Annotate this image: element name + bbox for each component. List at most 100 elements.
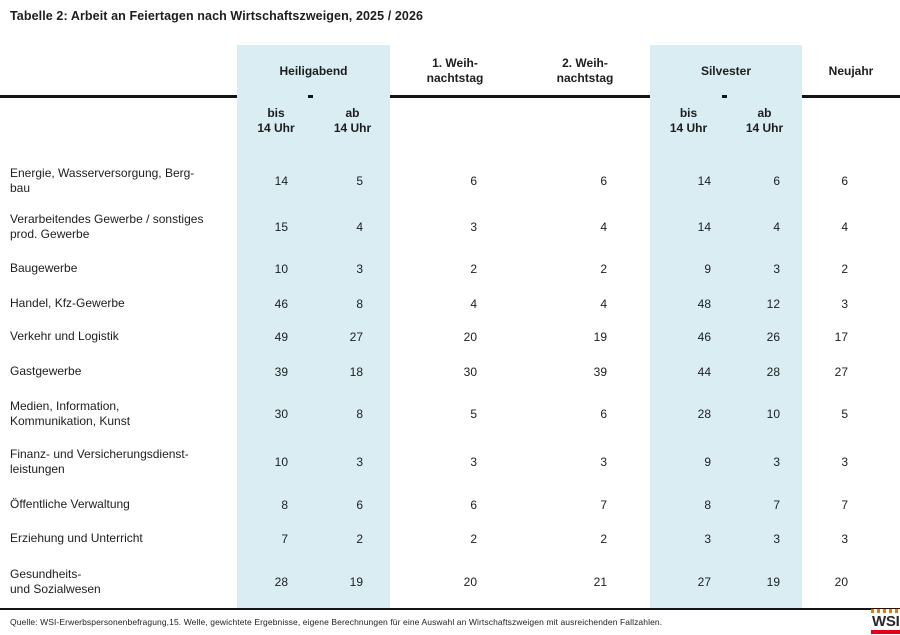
cell-value: 20 (463, 329, 477, 344)
empty-cell (390, 97, 520, 158)
cell-value: 30 (274, 406, 288, 421)
cell-value: 3 (470, 455, 477, 469)
cell-value: 39 (274, 364, 288, 379)
cell-value: 28 (274, 574, 288, 589)
cell-value: 27 (697, 574, 711, 589)
cell-value: 6 (470, 497, 477, 512)
cell-value: 3 (704, 531, 711, 546)
row-label: Medien, Information, Kommunikation, Kuns… (10, 398, 131, 428)
cell-value: 30 (463, 364, 477, 379)
row-label: Finanz- und Versicherungsdienst- leistun… (10, 447, 189, 476)
cell-value: 6 (600, 406, 607, 421)
cell-value: 3 (356, 455, 363, 469)
cell-value: 18 (349, 364, 363, 379)
rule-tick (308, 95, 313, 98)
cell-value: 17 (834, 329, 848, 344)
header-rule-segment (0, 95, 237, 98)
cell-value: 27 (834, 364, 848, 379)
cell-value: 6 (773, 173, 780, 188)
wsi-logo: WSI (871, 609, 900, 635)
holiday-work-table: Heiligabend 1. Weih- nachtstag 2. Weih- … (0, 45, 900, 608)
cell-value: 6 (356, 497, 363, 512)
cell-value: 39 (593, 364, 607, 379)
cell-value: 3 (841, 455, 848, 469)
wsi-logo-text: WSI (872, 613, 900, 630)
header-rule-segment (802, 95, 900, 98)
row-label: Verkehr und Logistik (10, 329, 119, 343)
cell-value: 26 (766, 329, 780, 344)
subheader-silvester-bis-14: bis 14 Uhr (669, 106, 708, 135)
cell-value: 8 (281, 497, 288, 512)
row-label: Baugewerbe (10, 261, 78, 275)
row-label: Gastgewerbe (10, 364, 82, 378)
header-rule-segment (390, 95, 650, 98)
highlight-band-silvester (650, 45, 802, 608)
cell-value: 10 (274, 261, 288, 276)
row-label: Handel, Kfz-Gewerbe (10, 296, 125, 310)
empty-cell (802, 97, 900, 158)
column-header-silvester: Silvester (700, 63, 752, 78)
cell-value: 46 (274, 296, 288, 311)
cell-value: 27 (349, 329, 363, 344)
cell-value: 21 (593, 574, 607, 589)
subheader-heiligabend-ab-14: ab 14 Uhr (333, 106, 372, 135)
row-label: Erziehung und Unterricht (10, 531, 143, 545)
cell-value: 3 (356, 261, 363, 276)
cell-value: 19 (593, 329, 607, 344)
cell-value: 2 (470, 261, 477, 276)
cell-value: 5 (356, 173, 363, 188)
table-bottom-rule (0, 608, 900, 610)
column-header-heiligabend: Heiligabend (279, 63, 348, 78)
cell-value: 7 (281, 531, 288, 546)
cell-value: 2 (841, 261, 848, 276)
cell-value: 4 (600, 219, 607, 234)
cell-value: 4 (356, 219, 363, 234)
wsi-logo-red-line (871, 630, 900, 634)
cell-value: 3 (841, 531, 848, 546)
column-header-1-weihnachtstag: 1. Weih- nachtstag (426, 56, 484, 85)
cell-value: 3 (773, 531, 780, 546)
column-header-2-weihnachtstag: 2. Weih- nachtstag (556, 56, 614, 85)
cell-value: 3 (773, 261, 780, 276)
cell-value: 49 (274, 329, 288, 344)
cell-value: 19 (766, 574, 780, 589)
cell-value: 8 (356, 296, 363, 311)
cell-value: 19 (349, 574, 363, 589)
cell-value: 46 (697, 329, 711, 344)
cell-value: 48 (697, 296, 711, 311)
row-label: Energie, Wasserversorgung, Berg- bau (10, 165, 195, 195)
cell-value: 8 (356, 406, 363, 421)
cell-value: 3 (841, 296, 848, 311)
cell-value: 20 (834, 574, 848, 589)
cell-value: 3 (773, 455, 780, 469)
cell-value: 4 (773, 219, 780, 234)
cell-value: 3 (470, 219, 477, 234)
cell-value: 14 (274, 173, 288, 188)
cell-value: 4 (470, 296, 477, 311)
cell-value: 6 (600, 173, 607, 188)
highlight-band-heiligabend (237, 45, 390, 608)
cell-value: 4 (841, 219, 848, 234)
cell-value: 10 (274, 455, 288, 469)
source-note: Quelle: WSI-Erwerbspersonenbefragung,15.… (10, 617, 663, 627)
cell-value: 20 (463, 574, 477, 589)
row-label: Verarbeitendes Gewerbe / sonstiges prod.… (10, 211, 204, 241)
cell-value: 2 (356, 531, 363, 546)
cell-value: 2 (470, 531, 477, 546)
cell-value: 9 (704, 455, 711, 469)
cell-value: 7 (600, 497, 607, 512)
cell-value: 15 (274, 219, 288, 234)
cell-value: 4 (600, 296, 607, 311)
rule-tick (722, 95, 727, 98)
cell-value: 7 (841, 497, 848, 512)
cell-value: 7 (773, 497, 780, 512)
cell-value: 28 (697, 406, 711, 421)
empty-cell (0, 97, 237, 158)
cell-value: 44 (697, 364, 711, 379)
cell-value: 10 (766, 406, 780, 421)
cell-value: 8 (704, 497, 711, 512)
page-title: Tabelle 2: Arbeit an Feiertagen nach Wir… (10, 9, 424, 23)
row-label: Gesundheits- und Sozialwesen (10, 566, 101, 596)
cell-value: 12 (766, 296, 780, 311)
